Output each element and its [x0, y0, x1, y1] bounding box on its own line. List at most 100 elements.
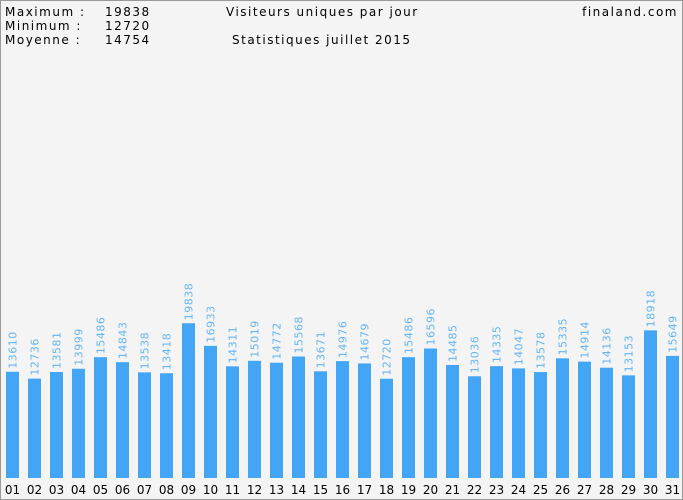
value-label: 16933	[205, 305, 218, 343]
value-label: 14335	[491, 326, 504, 364]
x-tick-label: 12	[247, 483, 262, 497]
bar	[578, 361, 591, 478]
bar	[6, 371, 19, 478]
x-tick-label: 05	[93, 483, 108, 497]
bar	[182, 323, 195, 478]
value-label: 13538	[139, 332, 152, 370]
value-label: 13610	[7, 331, 20, 369]
bar	[446, 364, 459, 478]
chart-title: Visiteurs uniques par jour	[226, 5, 419, 19]
x-tick-label: 02	[27, 483, 42, 497]
value-label: 12720	[381, 338, 394, 376]
bar	[644, 330, 657, 478]
x-tick-label: 10	[203, 483, 218, 497]
bar	[490, 366, 503, 478]
value-label: 15486	[95, 317, 108, 355]
site-name: finaland.com	[582, 5, 678, 19]
value-label: 15335	[557, 318, 570, 356]
bar	[336, 361, 349, 478]
value-label: 15019	[249, 320, 262, 358]
value-label: 14772	[271, 322, 284, 360]
bar	[402, 357, 415, 478]
x-tick-label: 18	[379, 483, 394, 497]
bar	[28, 378, 41, 478]
x-tick-label: 13	[269, 483, 284, 497]
bar	[622, 375, 635, 478]
bar	[556, 358, 569, 478]
x-tick-label: 23	[489, 483, 504, 497]
bar	[94, 357, 107, 478]
x-tick-label: 17	[357, 483, 372, 497]
stat-label: Moyenne :	[5, 33, 81, 47]
bar	[380, 378, 393, 478]
bar	[50, 372, 63, 478]
bar	[468, 376, 481, 478]
x-tick-label: 14	[291, 483, 306, 497]
x-tick-label: 04	[71, 483, 86, 497]
value-label: 13578	[535, 332, 548, 370]
bar	[424, 348, 437, 478]
x-tick-label: 21	[445, 483, 460, 497]
x-tick-label: 31	[665, 483, 680, 497]
bar	[160, 373, 173, 478]
x-tick-label: 19	[401, 483, 416, 497]
value-label: 13036	[469, 336, 482, 374]
bar	[204, 345, 217, 478]
value-label: 13999	[73, 328, 86, 366]
x-tick-label: 01	[5, 483, 20, 497]
bar	[512, 368, 525, 478]
stat-label: Maximum :	[5, 5, 85, 19]
value-label: 13581	[51, 332, 64, 370]
x-tick-label: 03	[49, 483, 64, 497]
x-tick-label: 11	[225, 483, 240, 497]
stat-value: 19838	[105, 5, 151, 19]
bar	[292, 356, 305, 478]
value-label: 13671	[315, 331, 328, 369]
bar	[358, 363, 371, 478]
x-tick-label: 26	[555, 483, 570, 497]
x-tick-label: 25	[533, 483, 548, 497]
value-label: 15568	[293, 316, 306, 354]
bar	[600, 367, 613, 478]
x-tick-label: 16	[335, 483, 350, 497]
x-tick-label: 07	[137, 483, 152, 497]
value-label: 13153	[623, 335, 636, 373]
value-label: 16596	[425, 308, 438, 346]
stat-label: Minimum :	[5, 19, 82, 33]
x-tick-label: 22	[467, 483, 482, 497]
bar	[666, 355, 679, 478]
x-tick-label: 28	[599, 483, 614, 497]
bar	[270, 362, 283, 478]
value-label: 14843	[117, 322, 130, 360]
bar	[138, 372, 151, 478]
value-label: 12736	[29, 338, 42, 376]
bar	[314, 371, 327, 478]
x-tick-label: 06	[115, 483, 130, 497]
x-tick-label: 29	[621, 483, 636, 497]
chart-subtitle: Statistiques juillet 2015	[232, 33, 412, 47]
value-label: 14679	[359, 323, 372, 361]
x-tick-label: 09	[181, 483, 196, 497]
value-label: 14914	[579, 321, 592, 359]
value-label: 14136	[601, 327, 614, 365]
stat-value: 14754	[105, 33, 151, 47]
bar	[116, 362, 129, 478]
value-label: 13418	[161, 333, 174, 371]
x-tick-label: 27	[577, 483, 592, 497]
x-tick-label: 30	[643, 483, 658, 497]
bar	[72, 368, 85, 478]
value-label: 14485	[447, 324, 460, 362]
x-tick-label: 24	[511, 483, 526, 497]
bar	[248, 360, 261, 478]
value-label: 18918	[645, 290, 658, 328]
stat-value: 12720	[105, 19, 151, 33]
value-label: 14976	[337, 321, 350, 359]
bar	[226, 366, 239, 478]
value-label: 14311	[227, 326, 240, 364]
value-label: 19838	[183, 283, 196, 321]
value-label: 15649	[667, 315, 680, 353]
bar	[534, 372, 547, 478]
value-label: 15486	[403, 317, 416, 355]
